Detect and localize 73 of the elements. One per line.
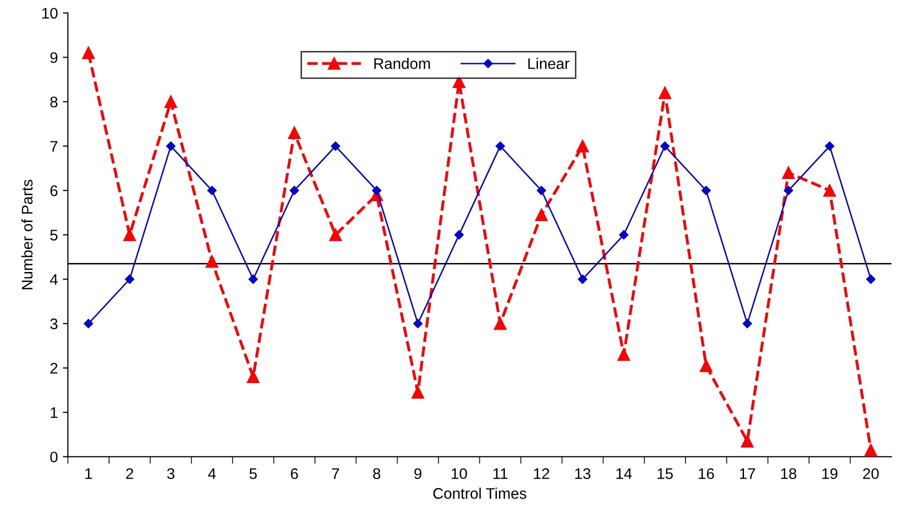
point — [246, 370, 260, 384]
y-tick-label: 0 — [50, 452, 58, 462]
point — [823, 184, 836, 197]
x-tick-label: 16 — [698, 468, 714, 480]
x-tick-label: 18 — [781, 468, 796, 480]
point — [413, 318, 423, 328]
point — [248, 274, 258, 284]
point — [782, 166, 795, 179]
point — [290, 186, 299, 196]
y-tick-label: 9 — [50, 52, 58, 64]
point — [454, 230, 464, 240]
x-tick-label: 11 — [493, 468, 508, 479]
x-tick-label: 14 — [616, 468, 632, 479]
point — [206, 255, 218, 268]
x-tick-label: 15 — [658, 468, 673, 480]
point — [496, 141, 505, 151]
x-tick-label: 3 — [167, 468, 174, 480]
x-tick-label: 4 — [208, 468, 216, 479]
x-axis-title: Control Times — [433, 488, 526, 499]
x-tick-label: 9 — [414, 468, 422, 480]
x-tick-label: 13 — [575, 468, 590, 480]
y-tick-label: 2 — [50, 362, 58, 374]
point — [288, 126, 301, 140]
point — [164, 95, 178, 108]
y-tick-label: 7 — [50, 141, 58, 152]
point — [742, 318, 752, 328]
point — [82, 46, 95, 60]
y-tick-label: 6 — [50, 185, 58, 196]
y-tick-label: 3 — [50, 318, 58, 330]
x-tick-label: 6 — [290, 468, 298, 480]
point — [658, 86, 672, 100]
point — [660, 141, 670, 151]
point — [372, 186, 382, 196]
point — [84, 318, 94, 328]
point — [536, 186, 546, 196]
point — [329, 228, 342, 242]
point — [125, 274, 134, 284]
point — [412, 386, 424, 399]
y-tick-label: 1 — [50, 407, 58, 418]
point — [166, 141, 176, 151]
point — [864, 444, 878, 456]
legend-label: Linear — [528, 58, 570, 70]
x-tick-label: 8 — [373, 468, 380, 480]
point — [866, 274, 876, 284]
y-axis-title: Number of Parts — [21, 180, 33, 290]
y-tick-label: 4 — [50, 274, 58, 285]
point — [784, 186, 794, 196]
x-tick-label: 12 — [534, 468, 550, 479]
point — [494, 317, 506, 330]
x-tick-label: 5 — [250, 468, 257, 480]
point — [825, 141, 834, 151]
point — [576, 140, 589, 152]
legend-label: Random — [374, 58, 430, 70]
y-tick-label: 10 — [42, 8, 58, 19]
point — [330, 141, 340, 151]
y-tick-label: 5 — [50, 230, 58, 241]
point — [741, 434, 754, 448]
point — [535, 208, 548, 222]
x-tick-label: 19 — [822, 468, 838, 480]
x-tick-label: 7 — [332, 468, 340, 479]
point — [700, 360, 712, 372]
point — [618, 348, 630, 361]
x-tick-label: 1 — [85, 468, 92, 479]
point — [702, 186, 711, 196]
x-tick-label: 17 — [740, 468, 756, 479]
y-tick-label: 8 — [50, 96, 58, 108]
point — [619, 230, 628, 240]
x-tick-label: 10 — [452, 468, 467, 480]
point — [123, 228, 136, 242]
x-tick-label: 2 — [126, 468, 134, 479]
point — [578, 274, 588, 284]
point — [207, 186, 217, 196]
x-tick-label: 20 — [863, 468, 879, 480]
